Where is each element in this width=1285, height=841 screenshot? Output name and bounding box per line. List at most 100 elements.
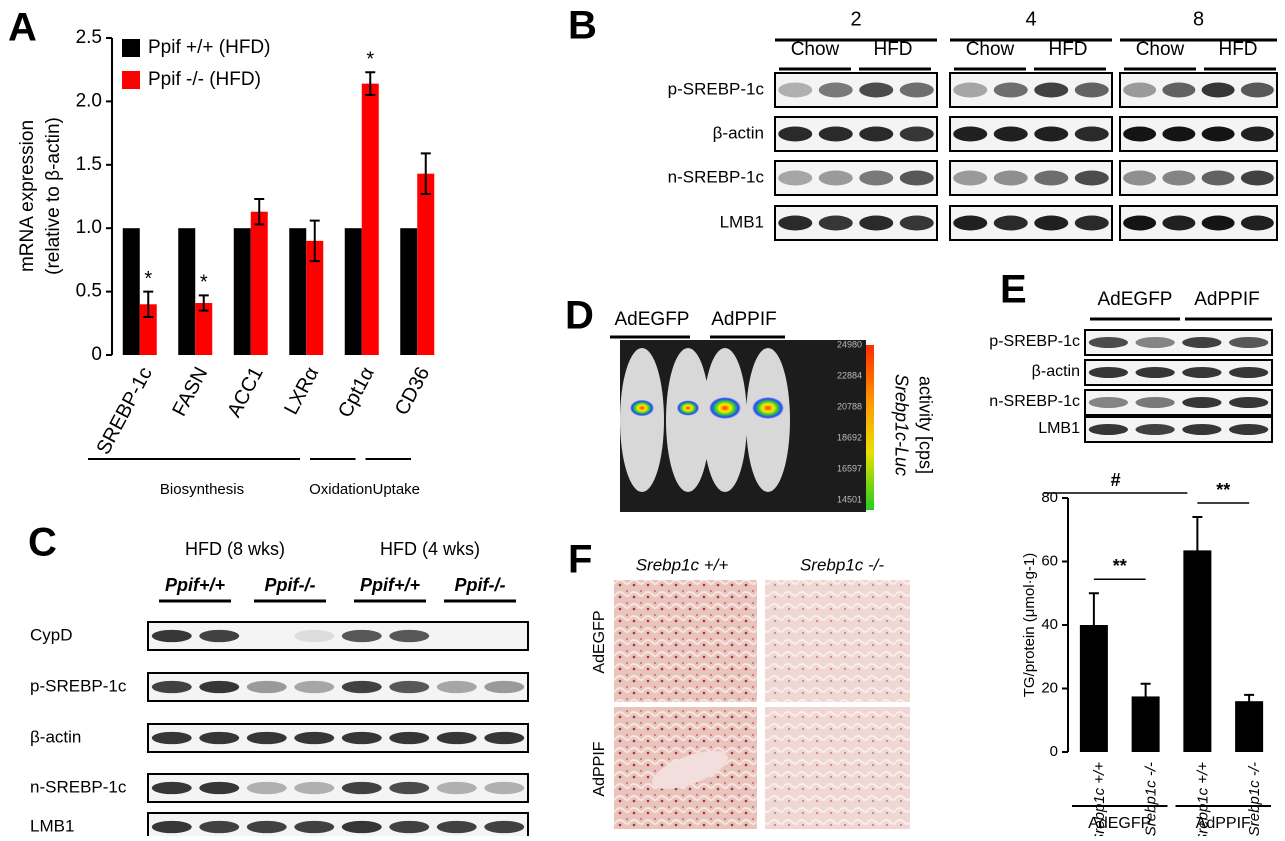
blot-band — [1088, 337, 1129, 348]
blot-band — [1228, 367, 1269, 378]
group-label: HFD (4 wks) — [380, 539, 480, 559]
blot-band — [778, 215, 813, 231]
blot-band — [484, 820, 525, 834]
blot-band — [151, 629, 192, 643]
blot-band — [1240, 215, 1274, 231]
bar — [344, 228, 362, 355]
y-tick-label: 0 — [1050, 743, 1058, 760]
bar — [195, 303, 213, 355]
blot-band — [1182, 424, 1222, 435]
blot-band — [389, 731, 430, 745]
blot-band — [294, 731, 335, 745]
colorbar — [866, 345, 874, 510]
blot-band — [199, 731, 240, 745]
condition-label: HFD — [1048, 39, 1087, 60]
blot-band — [859, 215, 894, 231]
blot-band — [341, 781, 382, 795]
error-bar — [1244, 693, 1255, 709]
row-label: n-SREBP-1c — [668, 167, 765, 186]
blot-band — [859, 82, 894, 98]
legend-label: Ppif +/+ (HFD) — [148, 37, 270, 58]
blot-band — [1201, 82, 1235, 98]
blot-band — [341, 680, 382, 694]
blot-band — [389, 680, 430, 694]
y-axis-title: TG/protein (μmol·g-1) — [1021, 553, 1038, 698]
y-tick-label: 2.0 — [76, 90, 102, 111]
blot-band — [294, 680, 335, 694]
mouse — [620, 348, 664, 492]
blot-band — [899, 126, 934, 142]
x-tick-label: Srebp1c -/- — [1246, 762, 1263, 836]
group-label: AdEGFP — [615, 309, 690, 330]
row-label: p-SREBP-1c — [30, 676, 127, 695]
row-label: p-SREBP-1c — [668, 79, 765, 98]
blot-band — [1201, 170, 1235, 186]
blot-band — [389, 820, 430, 834]
column-label: Srebp1c -/- — [800, 555, 884, 574]
group-label: AdPPIF — [1194, 289, 1259, 310]
blot-box — [1119, 72, 1278, 108]
blot-band — [1135, 397, 1175, 408]
blot-band — [1135, 367, 1175, 378]
blot-band — [389, 629, 430, 643]
colorbar-label: activity [cps] — [915, 376, 935, 474]
row-label: AdEGFP — [591, 610, 608, 673]
x-tick-label: SREBP-1c — [93, 363, 157, 458]
x-tick-label: FASN — [168, 363, 212, 419]
bar — [306, 240, 324, 355]
blot-band — [859, 126, 894, 142]
y-tick-label: 80 — [1041, 489, 1058, 506]
mouse — [746, 348, 790, 492]
blot-band — [484, 680, 525, 694]
y-tick-label: 60 — [1041, 552, 1058, 569]
blot-band — [246, 781, 287, 795]
luminescence — [630, 399, 654, 417]
row-label: β-actin — [30, 727, 81, 746]
bar — [400, 228, 418, 355]
blot-band — [1162, 170, 1196, 186]
comparison-label: ** — [1113, 556, 1127, 576]
blot-band — [484, 731, 525, 745]
blot-band — [953, 126, 988, 142]
blot-band — [1162, 82, 1196, 98]
y-tick-label: 2.5 — [76, 27, 102, 48]
blot-band — [1135, 424, 1175, 435]
blot-band — [899, 82, 934, 98]
y-axis-title: (relative to β-actin) — [43, 117, 64, 275]
row-label: CypD — [30, 625, 73, 644]
blot-band — [953, 170, 988, 186]
error-bar — [1192, 516, 1203, 585]
significance: * — [366, 49, 374, 71]
bar — [178, 228, 196, 355]
blot-band — [199, 680, 240, 694]
blot-band — [1201, 126, 1235, 142]
group-label: AdEGFP — [1088, 815, 1151, 832]
row-label: p-SREBP-1c — [989, 333, 1080, 350]
blot-band — [294, 629, 335, 643]
x-tick-label: LXRα — [280, 363, 323, 418]
row-label: n-SREBP-1c — [989, 393, 1080, 410]
blot-band — [1182, 367, 1222, 378]
blot-band — [1074, 215, 1109, 231]
blot-band — [993, 170, 1028, 186]
histology-image — [765, 580, 910, 702]
blot-band — [778, 126, 813, 142]
error-bar — [254, 198, 265, 226]
error-bar — [1088, 592, 1099, 658]
colorbar-tick-label: 24980 — [837, 339, 862, 349]
condition-label: HFD — [873, 39, 912, 60]
blot-band — [899, 215, 934, 231]
blot-band — [1034, 82, 1069, 98]
blot-band — [953, 82, 988, 98]
y-tick-label: 20 — [1041, 679, 1058, 696]
group-label: Biosynthesis — [160, 481, 244, 498]
time-header: 8 — [1193, 8, 1204, 30]
legend-label: Ppif -/- (HFD) — [148, 69, 261, 90]
x-tick-label: ACC1 — [223, 363, 267, 420]
blot-band — [1074, 170, 1109, 186]
luminescence — [676, 400, 700, 416]
bar — [289, 228, 307, 355]
blot-box — [949, 116, 1113, 152]
group-label: AdEGFP — [1098, 289, 1173, 310]
